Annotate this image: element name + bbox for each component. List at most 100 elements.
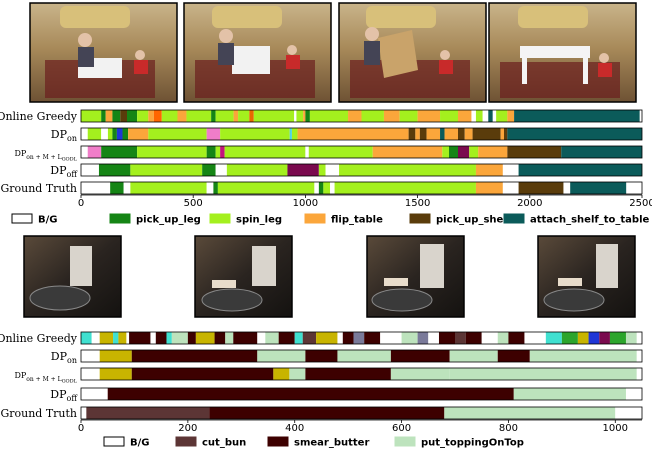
segment-bar [361,110,384,122]
segment-bar [496,110,508,122]
segment-bar [91,332,100,344]
segment-bar [518,182,564,194]
row-label-subscript: on + M + L [26,376,61,383]
segment-bar [206,128,221,140]
row-label: DPoff [50,388,78,403]
segment-bar [101,128,108,140]
segment-bar [457,110,472,122]
segment-bar [348,110,362,122]
x-tick-label: 500 [184,198,203,209]
segment-bar [488,110,493,122]
row-label: DPon [51,350,77,365]
segment-bar [107,388,514,400]
segment-bar [438,332,455,344]
segment-bar [153,110,162,122]
segment-bar [297,128,409,140]
segment-bar [137,146,207,158]
segment-bar [302,332,317,344]
segment-bar [195,332,215,344]
segment-bar [503,128,508,140]
segment-bar [220,146,225,158]
x-tick-label: 1000 [293,198,318,209]
segment-bar [81,128,88,140]
segment-bar [570,182,627,194]
segment-bar [444,407,616,419]
segment-bar [415,128,420,140]
segment-bar [177,110,187,122]
segment-bar [364,332,381,344]
segment-bar [457,146,470,158]
segment-bar [131,350,258,362]
row-label-subscript: on [67,356,77,365]
row-label-main: DP [51,350,68,363]
segment-bar [81,332,92,344]
row-frame [80,181,643,195]
segment-bar [213,182,218,194]
segment-bar [314,182,319,194]
legend-swatch [175,436,197,447]
segment-bar [390,368,450,380]
segment-bar [99,368,132,380]
segment-bar [561,332,578,344]
segment-bar [316,332,338,344]
segment-bar [123,182,131,194]
segment-bar [215,110,234,122]
segment-bar [372,146,443,158]
x-tick-label: 200 [178,423,197,434]
row-frame [80,367,643,381]
segment-bar [342,332,354,344]
legend-swatch [503,213,525,224]
row-label: DPoff [50,164,78,179]
segment-bar [81,368,100,380]
segment-bar [339,164,476,176]
segment-bar [529,350,637,362]
segment-bar [101,110,106,122]
segment-bar [294,110,297,122]
segment-bar [513,388,626,400]
row-label: DPon + M + LGODL [14,371,77,385]
segment-bar [401,332,418,344]
x-tick-label: 600 [392,423,411,434]
segment-bar [318,164,326,176]
row-label-subsubscript: GODL [62,157,78,163]
segment-bar [220,128,290,140]
segment-bar [507,110,515,122]
segment-bar [482,110,489,122]
segment-bar [126,332,130,344]
segment-bar [518,164,642,176]
segment-bar [130,164,203,176]
segment-bar [296,110,304,122]
legend-swatch [209,213,231,224]
segment-bar [253,110,295,122]
segment-bar [273,368,290,380]
segment-bar [502,164,519,176]
segment-bar [81,407,87,419]
segment-bar [249,110,254,122]
legend-swatch [103,436,125,447]
segment-bar [257,350,306,362]
segment-bar [161,110,178,122]
segment-bar [475,182,503,194]
segment-bar [318,182,324,194]
video-frame-1 [29,2,178,103]
segment-bar [238,110,250,122]
legend-swatch [267,436,289,447]
row-label-main: DP [14,371,26,380]
video-frame-2 [183,2,332,103]
x-tick-label: 2500 [629,198,652,209]
row-label: DPon + M + LGODL [14,149,77,163]
segment-bar [625,388,637,400]
row-label-subscript: on [67,134,77,143]
segment-bar [449,350,498,362]
x-tick-label: 0 [78,198,84,209]
segment-bar [294,332,303,344]
segment-bar [508,332,525,344]
segment-bar [166,332,172,344]
segment-bar [599,332,610,344]
segment-bar [639,110,642,122]
segment-bar [81,164,99,176]
segment-bar [625,332,637,344]
legend-label: flip_table [331,215,383,226]
segment-bar [442,146,450,158]
